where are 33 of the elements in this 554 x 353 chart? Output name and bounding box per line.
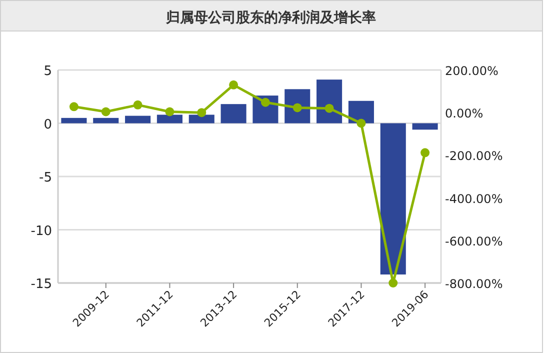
point <box>356 118 366 128</box>
bar <box>61 118 87 124</box>
point <box>420 148 430 158</box>
point <box>101 107 110 116</box>
point <box>260 98 270 107</box>
point <box>133 100 142 110</box>
y2-tick-label: -800.00% <box>445 277 503 291</box>
y-tick-label: -15 <box>30 277 52 292</box>
y2-tick-label: 200.00% <box>445 64 498 78</box>
point <box>197 108 206 118</box>
bar <box>412 123 438 130</box>
bar <box>316 80 342 124</box>
bar <box>220 104 246 124</box>
bar <box>348 100 374 124</box>
bar <box>125 116 151 124</box>
y-tick-label: -5 <box>39 170 52 186</box>
y2-tick-label: 0.00% <box>445 106 484 121</box>
y2-tick-label: -600.00% <box>445 234 503 248</box>
bar <box>188 114 214 124</box>
point <box>324 104 334 113</box>
point <box>229 80 238 90</box>
bar <box>93 118 119 124</box>
y-tick-label: 0 <box>44 117 52 132</box>
y-tick-label: -10 <box>30 224 52 239</box>
bar <box>156 114 182 124</box>
y2-tick-label: -200.00% <box>445 149 503 164</box>
y2-tick-label: -400.00% <box>445 192 503 206</box>
point <box>69 102 78 112</box>
bar <box>380 123 406 274</box>
y-tick-label: 5 <box>44 64 52 79</box>
chart-title: 归属母公司股东的净利润及增长率 <box>165 9 376 26</box>
point <box>165 107 174 116</box>
point <box>388 278 398 288</box>
